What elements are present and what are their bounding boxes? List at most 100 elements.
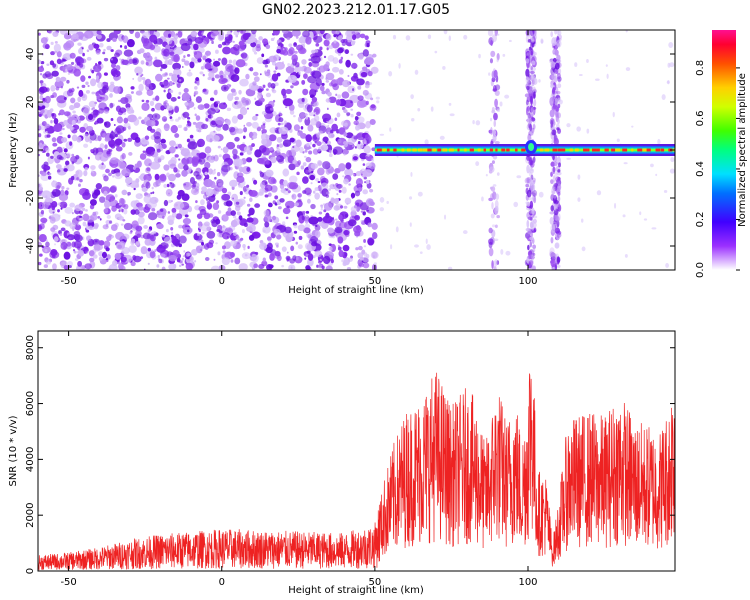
noise-cell	[134, 136, 141, 143]
noise-cell	[297, 244, 303, 250]
noise-cell	[88, 75, 92, 79]
noise-cell	[238, 89, 242, 95]
band-noise-cell	[492, 129, 497, 136]
noise-cell	[304, 187, 312, 196]
noise-cell	[305, 169, 309, 174]
noise-cell	[58, 214, 61, 217]
noise-cell	[307, 169, 312, 173]
noise-cell	[186, 229, 190, 233]
noise-cell	[265, 169, 274, 177]
noise-cell	[367, 70, 373, 77]
noise-cell	[268, 147, 273, 151]
noise-cell	[331, 123, 339, 132]
noise-cell	[248, 36, 255, 43]
noise-cell	[146, 141, 150, 145]
noise-cell	[158, 183, 161, 186]
noise-cell	[78, 115, 85, 121]
noise-cell	[182, 217, 192, 225]
band-noise-cell	[532, 265, 536, 270]
noise-cell	[337, 246, 342, 251]
noise-cell	[138, 116, 142, 120]
noise-cell	[178, 243, 182, 248]
noise-cell	[160, 253, 166, 258]
noise-cell	[219, 230, 223, 234]
carrier-peak	[387, 148, 390, 152]
carrier-peak	[574, 148, 579, 152]
noise-cell	[288, 104, 295, 112]
noise-cell	[87, 84, 90, 88]
noise-cell	[355, 178, 363, 187]
noise-cell	[146, 167, 151, 172]
noise-cell	[194, 259, 197, 263]
sparse-noise-cell	[504, 94, 510, 99]
noise-cell	[71, 212, 74, 215]
noise-cell	[109, 220, 113, 224]
noise-cell	[184, 60, 190, 66]
noise-cell	[105, 257, 109, 261]
noise-cell	[256, 94, 262, 99]
noise-cell	[45, 130, 48, 134]
noise-cell	[98, 240, 105, 246]
noise-cell	[137, 76, 142, 82]
noise-cell	[185, 252, 190, 257]
noise-cell	[284, 200, 295, 209]
noise-cell	[197, 104, 205, 110]
noise-cell	[70, 61, 75, 65]
noise-cell	[76, 176, 80, 181]
sparse-noise-cell	[668, 42, 674, 49]
band-noise-cell	[528, 250, 532, 260]
noise-cell	[297, 224, 306, 232]
noise-cell	[277, 122, 281, 126]
noise-cell	[203, 221, 210, 227]
noise-cell	[192, 183, 197, 188]
noise-cell	[158, 207, 167, 216]
noise-cell	[67, 134, 71, 139]
noise-cell	[268, 240, 271, 243]
noise-cell	[201, 123, 208, 130]
noise-cell	[364, 181, 367, 184]
noise-cell	[293, 50, 298, 54]
noise-cell	[96, 30, 102, 35]
noise-cell	[356, 111, 362, 117]
noise-cell	[39, 142, 43, 146]
colorbar-ticks: 0.00.20.40.60.8	[695, 60, 740, 278]
noise-cell	[112, 175, 115, 178]
noise-cell	[314, 187, 319, 192]
noise-cell	[56, 50, 62, 58]
noise-cell	[99, 196, 106, 203]
noise-cell	[353, 173, 355, 176]
noise-cell	[287, 74, 298, 84]
y-tick-label: 0	[25, 147, 36, 153]
noise-cell	[344, 49, 349, 55]
carrier-peak	[660, 148, 665, 152]
band-noise-cell	[533, 91, 536, 99]
band-noise-cell	[531, 60, 536, 66]
noise-cell	[49, 216, 56, 224]
noise-cell	[198, 157, 206, 165]
band-noise-cell	[557, 103, 561, 109]
noise-cell	[68, 177, 74, 185]
noise-cell	[342, 38, 348, 43]
noise-cell	[270, 37, 275, 42]
noise-cell	[92, 171, 95, 174]
noise-cell	[243, 196, 246, 199]
noise-cell	[167, 33, 171, 38]
carrier-peak	[622, 148, 628, 152]
noise-cell	[142, 150, 146, 153]
noise-cell	[250, 42, 257, 48]
noise-cell	[268, 55, 278, 63]
noise-cell	[56, 154, 63, 160]
noise-cell	[278, 206, 282, 210]
noise-cell	[41, 201, 49, 210]
sparse-noise-cell	[606, 73, 609, 79]
noise-cell	[121, 153, 126, 160]
noise-cell	[280, 122, 284, 126]
noise-cell	[347, 219, 357, 227]
band-noise-cell	[552, 49, 556, 54]
noise-cell	[127, 191, 131, 196]
noise-cell	[115, 231, 125, 241]
noise-cell	[355, 171, 362, 177]
noise-cell	[343, 178, 349, 185]
noise-cell	[343, 229, 350, 236]
noise-cell	[227, 207, 232, 213]
